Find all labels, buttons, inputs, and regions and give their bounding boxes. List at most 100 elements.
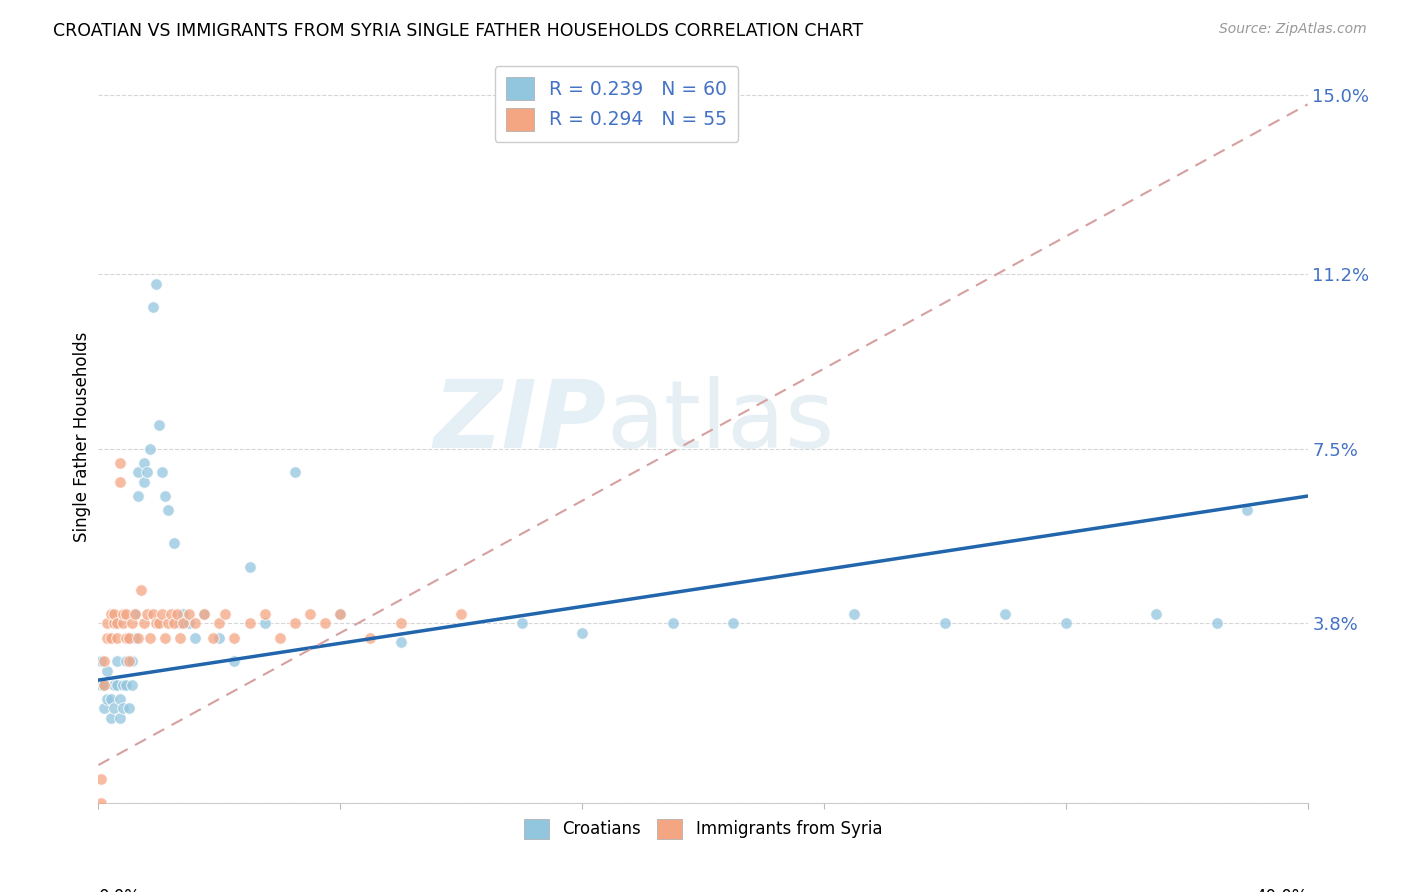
Point bbox=[163, 536, 186, 550]
Point bbox=[127, 489, 149, 503]
Point bbox=[96, 616, 118, 631]
Legend: Croatians, Immigrants from Syria: Croatians, Immigrants from Syria bbox=[517, 812, 889, 846]
Point bbox=[124, 607, 146, 621]
Text: 40.0%: 40.0% bbox=[1256, 888, 1308, 892]
Point bbox=[172, 607, 194, 621]
Point bbox=[132, 456, 155, 470]
Point bbox=[139, 442, 162, 456]
Point bbox=[96, 692, 118, 706]
Text: Source: ZipAtlas.com: Source: ZipAtlas.com bbox=[1219, 22, 1367, 37]
Point bbox=[114, 631, 136, 645]
Point bbox=[1144, 607, 1167, 621]
Point bbox=[179, 607, 201, 621]
Point bbox=[111, 678, 134, 692]
Point bbox=[96, 631, 118, 645]
Point bbox=[193, 607, 215, 621]
Point bbox=[121, 616, 143, 631]
Point bbox=[360, 631, 382, 645]
Point bbox=[127, 631, 149, 645]
Point bbox=[314, 616, 336, 631]
Point bbox=[239, 616, 262, 631]
Point bbox=[90, 772, 112, 787]
Text: CROATIAN VS IMMIGRANTS FROM SYRIA SINGLE FATHER HOUSEHOLDS CORRELATION CHART: CROATIAN VS IMMIGRANTS FROM SYRIA SINGLE… bbox=[53, 22, 863, 40]
Y-axis label: Single Father Households: Single Father Households bbox=[73, 332, 91, 542]
Point bbox=[150, 607, 173, 621]
Point bbox=[661, 616, 683, 631]
Point bbox=[124, 631, 146, 645]
Point bbox=[124, 607, 146, 621]
Point bbox=[450, 607, 472, 621]
Point bbox=[148, 418, 170, 433]
Text: 0.0%: 0.0% bbox=[98, 888, 141, 892]
Point bbox=[108, 711, 131, 725]
Point bbox=[172, 616, 194, 631]
Point bbox=[169, 616, 191, 631]
Point bbox=[118, 631, 141, 645]
Point bbox=[129, 583, 152, 598]
Point bbox=[156, 616, 179, 631]
Point bbox=[329, 607, 352, 621]
Point bbox=[135, 607, 157, 621]
Point bbox=[208, 631, 231, 645]
Point bbox=[202, 631, 225, 645]
Point bbox=[108, 692, 131, 706]
Point bbox=[114, 654, 136, 668]
Point bbox=[121, 678, 143, 692]
Point bbox=[150, 466, 173, 480]
Point bbox=[114, 678, 136, 692]
Point bbox=[208, 616, 231, 631]
Point bbox=[121, 654, 143, 668]
Point bbox=[329, 607, 352, 621]
Point bbox=[153, 489, 176, 503]
Text: ZIP: ZIP bbox=[433, 376, 606, 468]
Point bbox=[145, 277, 167, 291]
Point bbox=[934, 616, 956, 631]
Point bbox=[179, 616, 201, 631]
Point bbox=[93, 678, 115, 692]
Point bbox=[118, 701, 141, 715]
Point bbox=[510, 616, 533, 631]
Point bbox=[994, 607, 1017, 621]
Point bbox=[105, 654, 128, 668]
Point bbox=[127, 466, 149, 480]
Point bbox=[135, 466, 157, 480]
Point bbox=[100, 692, 122, 706]
Point bbox=[253, 616, 276, 631]
Point bbox=[571, 626, 593, 640]
Point bbox=[105, 631, 128, 645]
Text: atlas: atlas bbox=[606, 376, 835, 468]
Point bbox=[239, 559, 262, 574]
Point bbox=[93, 701, 115, 715]
Point bbox=[145, 616, 167, 631]
Point bbox=[118, 631, 141, 645]
Point bbox=[114, 607, 136, 621]
Point bbox=[100, 711, 122, 725]
Point bbox=[299, 607, 322, 621]
Point bbox=[105, 616, 128, 631]
Point bbox=[132, 616, 155, 631]
Point bbox=[156, 503, 179, 517]
Point bbox=[284, 466, 307, 480]
Point bbox=[214, 607, 236, 621]
Point bbox=[103, 678, 125, 692]
Point bbox=[111, 616, 134, 631]
Point bbox=[169, 631, 191, 645]
Point bbox=[96, 664, 118, 678]
Point bbox=[844, 607, 866, 621]
Point bbox=[184, 631, 207, 645]
Point bbox=[389, 616, 412, 631]
Point bbox=[253, 607, 276, 621]
Point bbox=[108, 475, 131, 489]
Point bbox=[148, 616, 170, 631]
Point bbox=[389, 635, 412, 649]
Point bbox=[90, 796, 112, 810]
Point bbox=[163, 616, 186, 631]
Point bbox=[90, 654, 112, 668]
Point bbox=[100, 607, 122, 621]
Point bbox=[1054, 616, 1077, 631]
Point bbox=[132, 475, 155, 489]
Point bbox=[723, 616, 745, 631]
Point bbox=[1236, 503, 1258, 517]
Point bbox=[103, 607, 125, 621]
Point bbox=[118, 654, 141, 668]
